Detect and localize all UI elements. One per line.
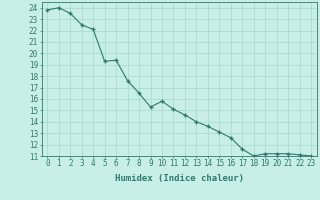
X-axis label: Humidex (Indice chaleur): Humidex (Indice chaleur) <box>115 174 244 183</box>
